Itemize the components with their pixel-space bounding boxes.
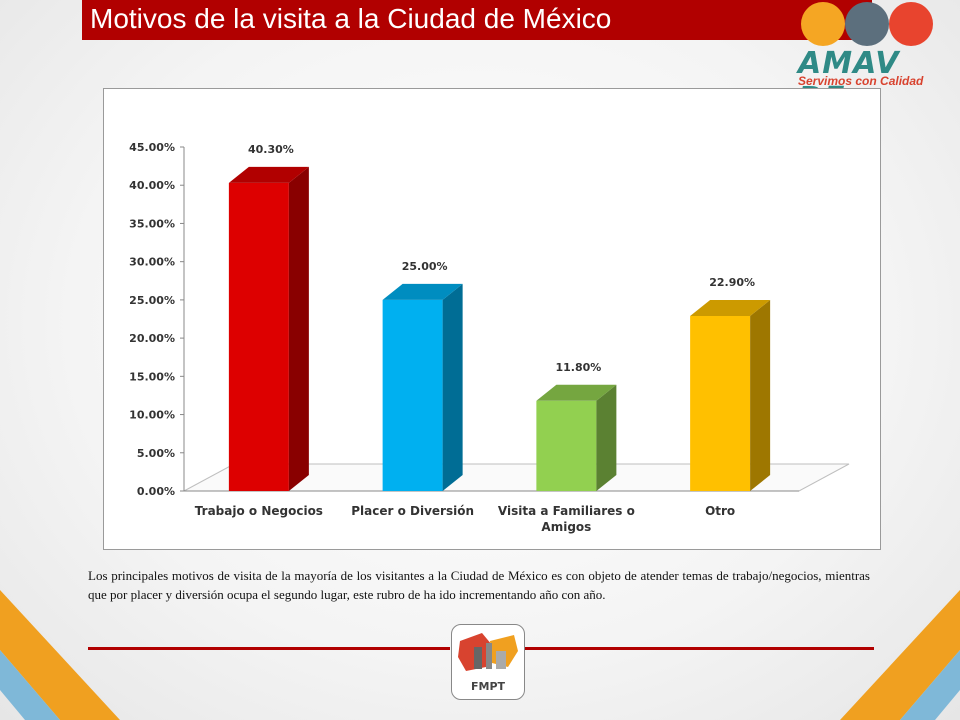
palace-icon bbox=[801, 2, 845, 46]
fmpt-emblem-icon bbox=[458, 633, 518, 671]
bar-side bbox=[288, 166, 309, 491]
bar-value-label: 22.90% bbox=[709, 276, 755, 289]
x-category-label: Placer o Diversión bbox=[351, 504, 474, 518]
bar-top bbox=[536, 384, 617, 401]
chart-frame: 0.00% 5.00% 10.00% 15.00% 20.00% 25.00% 30.00%… bbox=[103, 88, 881, 550]
footer-divider-left bbox=[88, 647, 450, 650]
bar-front bbox=[536, 400, 597, 491]
y-tick-label: 45.00% bbox=[129, 141, 175, 154]
x-category-label: Amigos bbox=[541, 520, 591, 534]
title-bar: Motivos de la visita a la Ciudad de Méxi… bbox=[82, 0, 872, 40]
bar-front bbox=[690, 315, 751, 491]
bar-front bbox=[228, 182, 289, 491]
fmpt-label: FMPT bbox=[470, 680, 506, 693]
x-category-label: Visita a Familiares o bbox=[498, 504, 635, 518]
y-tick-label: 25.00% bbox=[129, 294, 175, 307]
y-tick-label: 5.00% bbox=[137, 447, 175, 460]
y-tick-label: 20.00% bbox=[129, 332, 175, 345]
x-category-label: Trabajo o Negocios bbox=[195, 504, 323, 518]
y-tick-label: 35.00% bbox=[129, 217, 175, 230]
logo-tagline: Servimos con Calidad bbox=[798, 74, 924, 88]
y-tick-label: 10.00% bbox=[129, 409, 175, 422]
bar-top bbox=[228, 166, 309, 183]
angel-icon bbox=[845, 2, 889, 46]
x-category-label: Otro bbox=[705, 504, 735, 518]
bar-side bbox=[442, 283, 463, 491]
bar-top bbox=[382, 283, 463, 300]
page-title: Motivos de la visita a la Ciudad de Méxi… bbox=[90, 3, 612, 34]
y-tick-label: 0.00% bbox=[137, 485, 175, 498]
right-corner-decoration bbox=[840, 590, 960, 720]
bar-side bbox=[596, 384, 617, 491]
bar-side bbox=[750, 299, 771, 491]
left-corner-decoration bbox=[0, 590, 120, 720]
bar-front bbox=[382, 299, 443, 491]
caption-text: Los principales motivos de visita de la … bbox=[88, 568, 870, 602]
footer-divider-right bbox=[524, 647, 874, 650]
bar-top bbox=[690, 299, 771, 316]
amav-logo: AMAV DF Servimos con Calidad bbox=[795, 0, 955, 116]
y-tick-label: 30.00% bbox=[129, 256, 175, 269]
y-tick-label: 15.00% bbox=[129, 370, 175, 383]
bar-chart: 0.00% 5.00% 10.00% 15.00% 20.00% 25.00% 30.00%… bbox=[129, 141, 850, 534]
bar-value-label: 40.30% bbox=[248, 143, 294, 156]
fmpt-logo: FMPT bbox=[451, 624, 525, 700]
y-tick-label: 40.00% bbox=[129, 179, 175, 192]
statue-icon bbox=[889, 2, 933, 46]
bar-value-label: 11.80% bbox=[555, 361, 601, 374]
bar-value-label: 25.00% bbox=[402, 260, 448, 273]
